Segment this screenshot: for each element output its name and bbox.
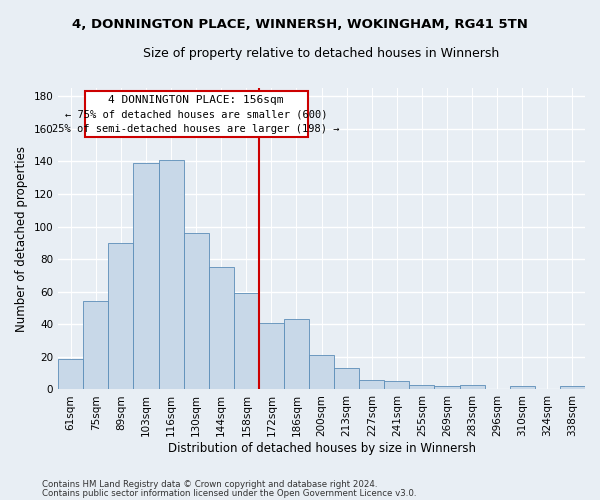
Text: ← 75% of detached houses are smaller (600): ← 75% of detached houses are smaller (60…: [65, 109, 328, 119]
Bar: [359, 380, 385, 390]
Bar: [334, 368, 359, 390]
Title: Size of property relative to detached houses in Winnersh: Size of property relative to detached ho…: [143, 48, 500, 60]
Text: 4, DONNINGTON PLACE, WINNERSH, WOKINGHAM, RG41 5TN: 4, DONNINGTON PLACE, WINNERSH, WOKINGHAM…: [72, 18, 528, 30]
Bar: [434, 386, 460, 390]
Bar: [560, 386, 585, 390]
Bar: [510, 386, 535, 390]
Bar: [259, 322, 284, 390]
Bar: [385, 382, 409, 390]
Bar: [184, 233, 209, 390]
Bar: [133, 163, 158, 390]
Bar: [58, 358, 83, 390]
Text: Contains public sector information licensed under the Open Government Licence v3: Contains public sector information licen…: [42, 488, 416, 498]
Text: Contains HM Land Registry data © Crown copyright and database right 2024.: Contains HM Land Registry data © Crown c…: [42, 480, 377, 489]
Bar: [234, 294, 259, 390]
Bar: [109, 243, 133, 390]
Text: 25% of semi-detached houses are larger (198) →: 25% of semi-detached houses are larger (…: [52, 124, 340, 134]
Bar: [460, 384, 485, 390]
X-axis label: Distribution of detached houses by size in Winnersh: Distribution of detached houses by size …: [167, 442, 476, 455]
Bar: [83, 302, 109, 390]
Bar: [209, 268, 234, 390]
FancyBboxPatch shape: [85, 92, 308, 137]
Bar: [309, 355, 334, 390]
Bar: [284, 320, 309, 390]
Bar: [158, 160, 184, 390]
Bar: [409, 384, 434, 390]
Y-axis label: Number of detached properties: Number of detached properties: [15, 146, 28, 332]
Text: 4 DONNINGTON PLACE: 156sqm: 4 DONNINGTON PLACE: 156sqm: [109, 94, 284, 104]
